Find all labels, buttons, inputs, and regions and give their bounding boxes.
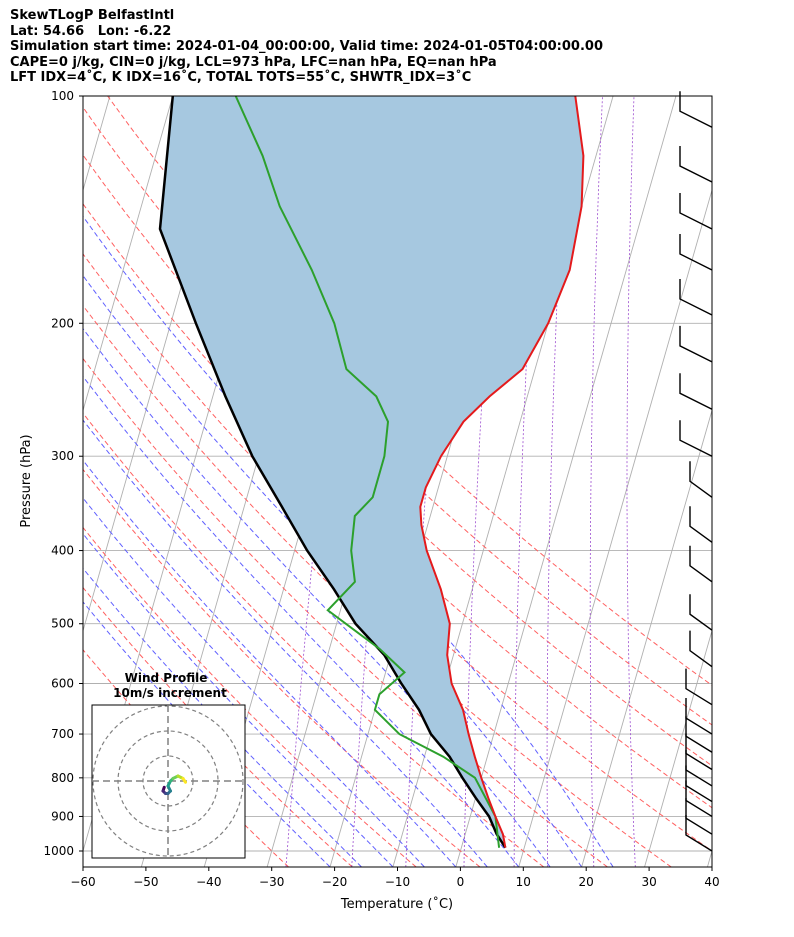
x-tick-label: 20 [579,875,594,889]
hodograph-plot [92,705,245,858]
wind-barb-shaft [685,815,713,852]
wind-barb [679,233,713,271]
y-tick-label: 1000 [43,844,74,858]
y-tick-label: 200 [51,316,74,330]
cin-shading [160,96,584,848]
wind-barb-shaft [679,373,713,410]
wind-barb-shaft [689,594,713,631]
y-tick-label: 900 [51,809,74,823]
wind-barb [689,506,713,543]
wind-barb-shaft [679,325,713,363]
mixing-ratio-line [546,96,568,867]
dry-adiabat-line [83,468,481,867]
isotherm-grid-line [455,96,677,867]
wind-barb [689,461,713,498]
mixing-ratio-line [463,96,503,867]
y-tick-label: 800 [51,771,74,785]
hodograph-trace-segment [181,777,187,784]
x-tick-label: −60 [70,875,95,889]
moist-adiabat-line [83,459,457,867]
x-tick-label: −10 [385,875,410,889]
wind-barb-shaft [679,420,713,457]
y-tick-label: 500 [51,617,74,631]
mixing-ratio-line [626,96,636,867]
dry-adiabat-line [83,586,353,867]
isotherm-grid-line [706,849,712,867]
dry-adiabat-line [83,649,289,867]
wind-barb-shaft [679,278,713,316]
wind-barb [679,192,713,230]
wind-barb-shaft [685,668,713,706]
x-tick-label: 30 [641,875,656,889]
hodograph-title: Wind Profile [125,671,208,685]
wind-barb-shaft [679,233,713,271]
wind-barb-shaft [679,91,713,128]
moist-adiabat-line [83,601,331,867]
moist-adiabat-line [83,327,551,867]
wind-barb-shaft [689,506,713,543]
mixing-ratio-line [589,96,603,867]
temperature-line [419,96,585,848]
chart-header: SkewTLogP BelfastIntl Lat: 54.66 Lon: -6… [10,8,603,86]
x-tick-label: −20 [322,875,347,889]
wind-barb [685,815,713,852]
y-tick-label: 100 [51,89,74,103]
isotherm-grid-line [581,408,712,867]
wind-barb [679,278,713,316]
profile-lines [158,96,585,849]
x-tick-label: −50 [133,875,158,889]
x-tick-label: −30 [259,875,284,889]
wind-barb [689,594,713,631]
isotherm-grid-line [83,96,174,413]
wind-barbs [679,91,713,852]
x-tick-label: 0 [457,875,465,889]
moist-adiabat-line [83,497,425,867]
y-tick-label: 600 [51,677,74,691]
wind-barb [679,146,713,183]
wind-barb [679,373,713,410]
parcel-profile-line [158,96,507,849]
isotherm-grid-line [644,629,712,867]
dry-adiabat-line [83,357,608,867]
station-location: Lat: 54.66 Lon: -6.22 [10,23,172,39]
hodograph-subtitle: 10m/s increment [113,686,227,700]
y-axis-label: Pressure (hPa) [19,434,34,527]
wind-barb [689,545,713,583]
y-tick-label: 400 [51,544,74,558]
wind-barb [689,630,713,668]
x-tick-label: 40 [704,875,719,889]
y-tick-label: 300 [51,449,74,463]
moist-adiabat-line [83,375,520,867]
x-tick-label: 10 [516,875,531,889]
moist-adiabat-line [83,567,362,867]
chart-title: SkewTLogP BelfastIntl [10,8,175,23]
wind-barb-shaft [679,146,713,183]
wind-barb [679,420,713,457]
wind-barb-shaft [689,545,713,583]
wind-barb [679,91,713,128]
x-axis-label: Temperature (˚C) [340,896,453,912]
moist-adiabat-line [83,533,394,867]
hodograph-inset: Wind Profile 10m/s increment [91,671,246,859]
wind-barb-shaft [689,461,713,498]
wind-barb-shaft [679,192,713,230]
mixing-ratio-line [513,96,542,867]
dry-adiabat-line [83,253,712,852]
wind-barb-shaft [689,630,713,668]
stability-indices-1: CAPE=0 j/kg, CIN=0 j/kg, LCL=973 hPa, LF… [10,54,497,70]
wind-barb [685,668,713,706]
wind-barb [679,325,713,363]
y-tick-label: 700 [51,727,74,741]
simulation-time: Simulation start time: 2024-01-04_00:00:… [10,39,603,55]
stability-indices-2: LFT IDX=4˚C, K IDX=16˚C, TOTAL TOTS=55˚C… [10,70,472,86]
x-tick-label: −40 [196,875,221,889]
dry-adiabat-line [83,304,672,867]
dewpoint-line [234,96,501,848]
